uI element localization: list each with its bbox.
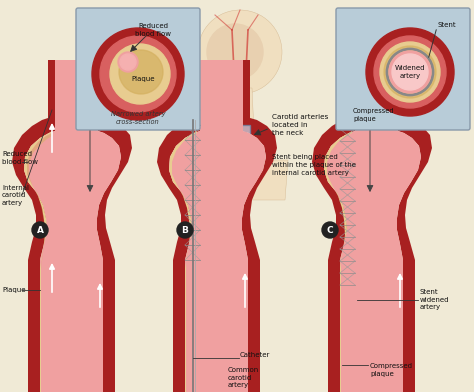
Polygon shape — [169, 60, 266, 392]
Circle shape — [120, 54, 136, 70]
Polygon shape — [225, 88, 255, 155]
Text: Narrowed artery
cross-section: Narrowed artery cross-section — [111, 111, 165, 125]
Circle shape — [119, 50, 163, 94]
Text: Catheter: Catheter — [240, 352, 270, 358]
Text: Plaque: Plaque — [131, 76, 155, 82]
Polygon shape — [324, 131, 352, 392]
Text: Stent being placed
within the plaque of the
internal carotid artery: Stent being placed within the plaque of … — [272, 154, 356, 176]
Circle shape — [198, 10, 282, 94]
Circle shape — [322, 222, 338, 238]
Text: Common
carotid
artery: Common carotid artery — [228, 368, 259, 388]
Text: B: B — [182, 225, 189, 234]
Polygon shape — [27, 133, 52, 340]
Text: Compressed
plaque: Compressed plaque — [370, 363, 413, 377]
FancyBboxPatch shape — [336, 8, 470, 130]
Polygon shape — [312, 60, 355, 392]
Circle shape — [389, 51, 431, 93]
Text: A: A — [36, 225, 44, 234]
Polygon shape — [192, 160, 288, 200]
Text: C: C — [327, 225, 333, 234]
Circle shape — [207, 24, 263, 80]
Text: Carotid arteries
located in
the neck: Carotid arteries located in the neck — [272, 114, 328, 136]
Polygon shape — [169, 131, 197, 392]
Text: Stent
widened
artery: Stent widened artery — [420, 290, 449, 310]
Text: Internal
carotid
artery: Internal carotid artery — [2, 185, 29, 205]
Polygon shape — [24, 131, 52, 392]
Text: Reduced
blood flow: Reduced blood flow — [135, 23, 171, 37]
Polygon shape — [12, 60, 55, 392]
Polygon shape — [242, 60, 277, 392]
Circle shape — [374, 36, 446, 108]
Polygon shape — [397, 60, 432, 392]
Text: Plaque: Plaque — [2, 287, 26, 293]
Circle shape — [100, 36, 176, 112]
Circle shape — [177, 222, 193, 238]
Polygon shape — [24, 60, 121, 392]
FancyBboxPatch shape — [76, 8, 200, 130]
Circle shape — [92, 28, 184, 120]
Text: Compressed
plaque: Compressed plaque — [353, 108, 395, 122]
Text: Reduced
blood flow: Reduced blood flow — [2, 151, 38, 165]
Text: Stent: Stent — [438, 22, 456, 28]
FancyBboxPatch shape — [231, 125, 250, 145]
Circle shape — [380, 42, 440, 102]
Circle shape — [118, 52, 138, 72]
Polygon shape — [157, 60, 200, 392]
Polygon shape — [324, 60, 421, 392]
Circle shape — [32, 222, 48, 238]
Circle shape — [392, 54, 428, 90]
Polygon shape — [97, 60, 132, 392]
Circle shape — [384, 46, 436, 98]
Circle shape — [366, 28, 454, 116]
Circle shape — [110, 44, 170, 104]
Text: Widened
artery: Widened artery — [395, 65, 425, 79]
